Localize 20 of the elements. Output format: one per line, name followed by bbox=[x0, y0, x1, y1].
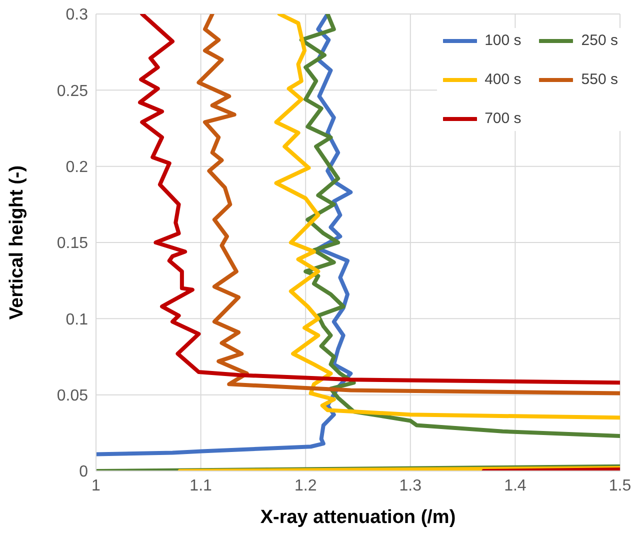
legend-label: 250 s bbox=[581, 32, 618, 49]
y-tick-label: 0.2 bbox=[66, 159, 88, 176]
y-tick-label: 0.05 bbox=[56, 388, 88, 405]
y-tick-label: 0.15 bbox=[56, 235, 88, 252]
legend-label: 100 s bbox=[484, 32, 522, 49]
legend-label: 700 s bbox=[484, 110, 522, 127]
x-tick-label: 1.2 bbox=[294, 477, 317, 494]
x-tick-label: 1.5 bbox=[608, 477, 632, 494]
y-axis-title: Vertical height (-) bbox=[6, 165, 28, 320]
x-tick-label: 1.4 bbox=[504, 477, 526, 494]
legend-label: 550 s bbox=[581, 71, 618, 88]
y-tick-label: 0.3 bbox=[66, 6, 88, 24]
y-tick-label: 0 bbox=[79, 464, 88, 481]
y-tick-label: 0.1 bbox=[66, 311, 88, 328]
x-tick-label: 1.1 bbox=[190, 477, 212, 494]
x-tick-label: 1.3 bbox=[399, 477, 422, 494]
legend-label: 400 s bbox=[484, 71, 522, 88]
x-tick-label: 1 bbox=[92, 477, 101, 494]
y-tick-label: 0.25 bbox=[56, 82, 88, 100]
x-axis-title: X-ray attenuation (/m) bbox=[260, 507, 456, 528]
